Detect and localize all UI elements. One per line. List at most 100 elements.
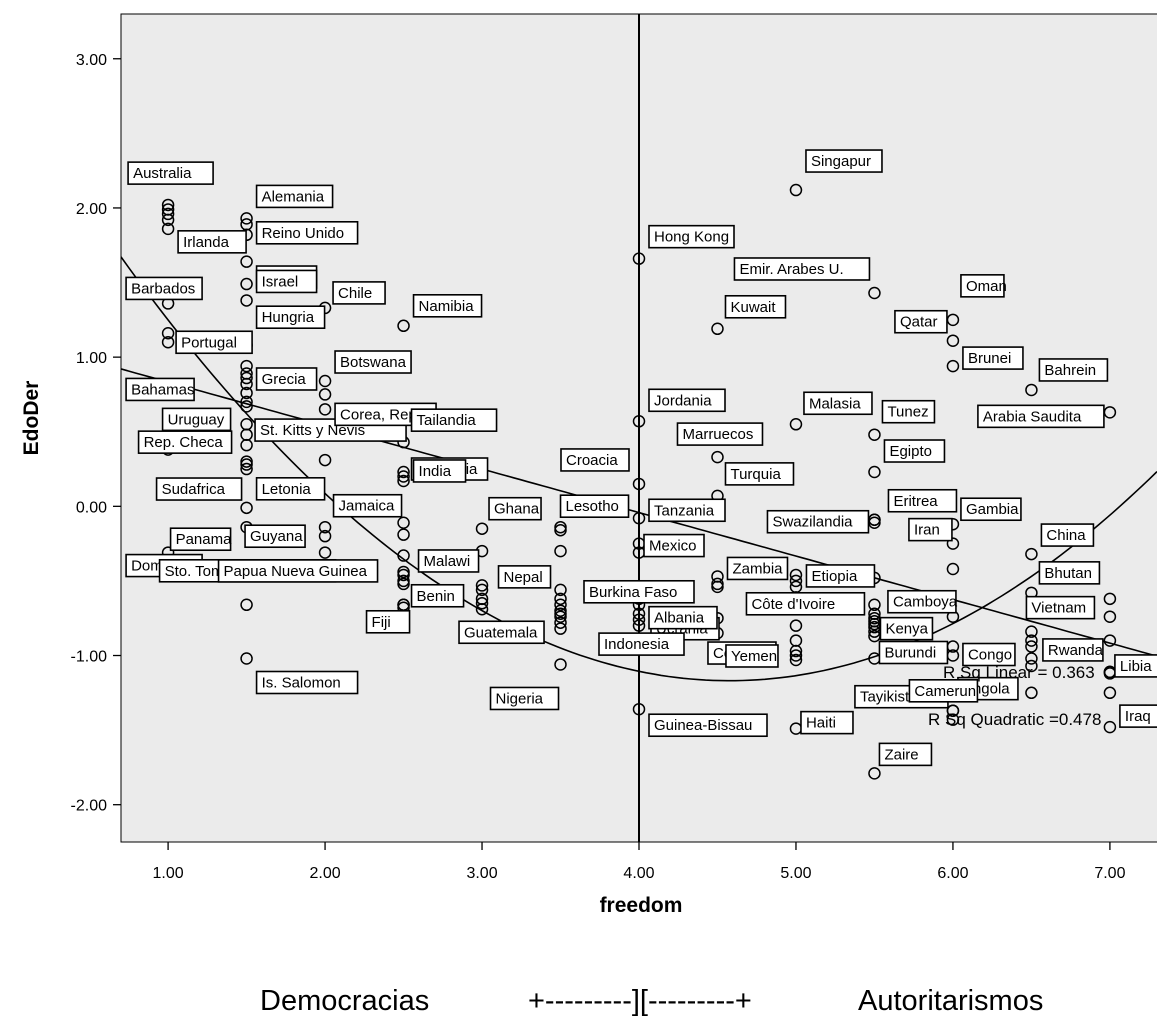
point-label: Australia xyxy=(127,161,214,185)
point-label-text: Haiti xyxy=(806,715,836,732)
point-label: Oman xyxy=(960,274,1007,298)
data-point xyxy=(161,327,175,340)
data-point xyxy=(554,610,567,623)
point-label-text: Indonesia xyxy=(604,636,670,653)
point-label-box xyxy=(410,583,465,608)
point-label: Swazilandia xyxy=(766,509,870,534)
point-label-text: Qatar xyxy=(900,314,938,331)
data-point xyxy=(318,453,332,467)
x-axis-title: freedom xyxy=(600,894,683,917)
data-point xyxy=(240,652,253,665)
point-label: Indonesia xyxy=(598,632,685,656)
point-label: Chile xyxy=(332,281,386,305)
point-label-box xyxy=(137,430,233,454)
point-label: Congo xyxy=(962,642,1016,667)
point-label: Zaire xyxy=(878,742,933,767)
point-label-box xyxy=(676,422,764,446)
data-point xyxy=(789,619,803,632)
data-point xyxy=(554,520,567,534)
point-label-box xyxy=(648,713,768,738)
point-label-box xyxy=(960,274,1005,298)
y-tick-label: 2.00 xyxy=(76,201,107,218)
point-label: Tunez xyxy=(881,399,936,424)
point-label-text: Bhutan xyxy=(1044,565,1092,582)
plot-content xyxy=(121,14,1157,842)
point-label-text: Côte d'Ivoire xyxy=(751,596,835,613)
point-label-text: Rwanda xyxy=(1048,642,1104,659)
point-label-box xyxy=(733,257,871,281)
data-point xyxy=(161,222,175,236)
point-label-text: Sudafrica xyxy=(162,481,226,498)
point-label-text: Etiopia xyxy=(811,568,858,585)
point-label-box xyxy=(332,493,403,518)
point-label-box xyxy=(1040,523,1095,547)
point-label-text: Guyana xyxy=(250,528,303,545)
point-label: Croacia xyxy=(560,448,630,472)
y-tick-label: 0.00 xyxy=(76,499,107,516)
point-labels: Australia Irlanda Barbados Portugal Bahamas U… xyxy=(125,149,1157,767)
point-label-box xyxy=(255,184,334,209)
x-tick-label: 7.00 xyxy=(1094,865,1125,882)
point-label: Camerun xyxy=(908,679,979,703)
point-label: Kuwait xyxy=(724,294,787,319)
point-label-box xyxy=(125,377,195,402)
point-label: Mexico xyxy=(643,533,705,558)
point-label-box xyxy=(255,305,326,330)
point-label-text: Camboya xyxy=(893,594,958,611)
data-point xyxy=(318,520,332,534)
point-label: Côte d'Ivoire xyxy=(745,591,866,616)
data-point xyxy=(397,465,410,479)
point-label-text: Botswana xyxy=(340,354,407,371)
point-label-box xyxy=(255,221,359,245)
point-label-box xyxy=(803,391,873,416)
data-point xyxy=(397,549,410,562)
point-label-text: Albania xyxy=(654,610,705,627)
data-point xyxy=(711,322,724,336)
point-label-text: Nigeria xyxy=(496,690,544,707)
point-label-text: Zambia xyxy=(732,560,783,577)
point-label: Yemen xyxy=(725,644,779,668)
y-tick-label: 1.00 xyxy=(76,350,107,367)
point-label-text: Papua Nueva Guinea xyxy=(224,563,368,580)
footer-democracias-label: Democracias xyxy=(260,985,430,1017)
data-point xyxy=(554,658,567,671)
footer-autoritarismos-label: Autoritarismos xyxy=(858,985,1044,1017)
point-label: Jamaica xyxy=(332,493,403,518)
data-point xyxy=(475,597,489,610)
data-point xyxy=(632,512,646,525)
data-point xyxy=(946,713,960,726)
data-point xyxy=(1025,686,1038,700)
point-label-box xyxy=(883,439,946,463)
point-label: Iran xyxy=(908,517,953,542)
data-point xyxy=(789,568,803,582)
point-label-text: Tailandia xyxy=(417,412,477,429)
data-point xyxy=(161,207,175,221)
point-label-box xyxy=(488,496,542,521)
point-label-box xyxy=(881,399,936,424)
data-point xyxy=(240,377,253,391)
data-point xyxy=(789,644,803,658)
data-point xyxy=(240,255,253,268)
point-label-box xyxy=(155,477,243,501)
point-label: Bahrein xyxy=(1038,358,1109,382)
point-label-text: Ghana xyxy=(494,501,540,518)
data-point xyxy=(1103,634,1117,647)
data-point xyxy=(632,607,646,620)
data-point xyxy=(868,767,881,780)
point-label: Fiji xyxy=(365,609,411,634)
point-label-box xyxy=(559,494,630,518)
point-label: China xyxy=(1040,523,1095,547)
point-label: Nepal xyxy=(497,565,552,589)
data-point xyxy=(946,537,960,550)
data-point xyxy=(240,501,253,515)
data-point xyxy=(789,418,803,431)
data-point xyxy=(554,604,567,618)
point-label-box xyxy=(894,309,948,334)
point-label-box xyxy=(410,408,498,432)
data-point xyxy=(318,388,332,401)
data-point xyxy=(554,607,567,620)
point-label-box xyxy=(648,498,726,523)
data-point xyxy=(240,359,253,373)
point-label-text: Lesotho xyxy=(566,498,619,515)
point-label-text: Iraq xyxy=(1125,708,1151,725)
